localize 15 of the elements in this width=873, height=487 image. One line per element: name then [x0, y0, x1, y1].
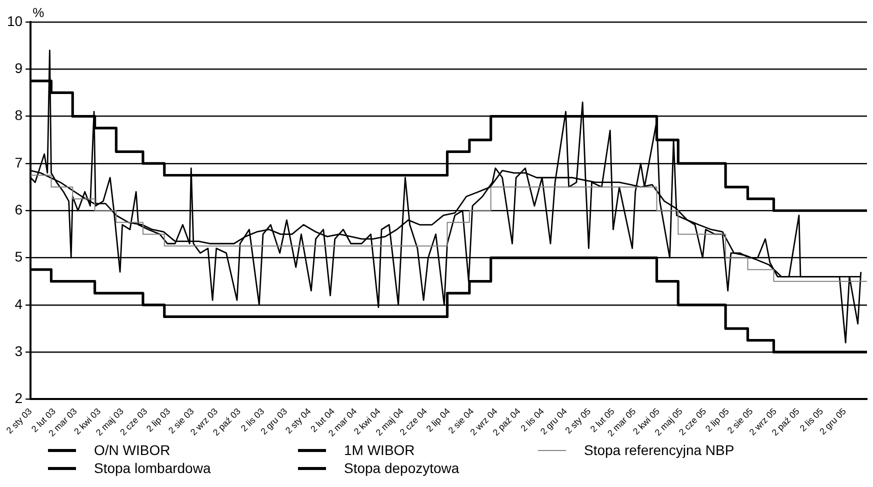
y-tick-label: 3 [14, 342, 23, 359]
legend-label: O/N WIBOR [94, 442, 170, 458]
y-tick-label: 8 [14, 107, 23, 124]
y-tick-label: 4 [14, 296, 23, 312]
y-tick-label: 7 [14, 154, 23, 170]
y-tick-label: 9 [14, 60, 23, 76]
y-axis-title: % [32, 5, 45, 20]
y-tick-label: 2 [14, 390, 23, 406]
legend-label: Stopa depozytowa [344, 460, 460, 476]
legend-label: Stopa lombardowa [94, 460, 211, 476]
legend-label: 1M WIBOR [344, 442, 415, 458]
legend-label: Stopa referencyjna NBP [584, 442, 734, 458]
y-tick-label: 6 [14, 201, 23, 218]
y-tick-label: 5 [14, 248, 23, 265]
y-tick-label: 10 [6, 12, 23, 29]
